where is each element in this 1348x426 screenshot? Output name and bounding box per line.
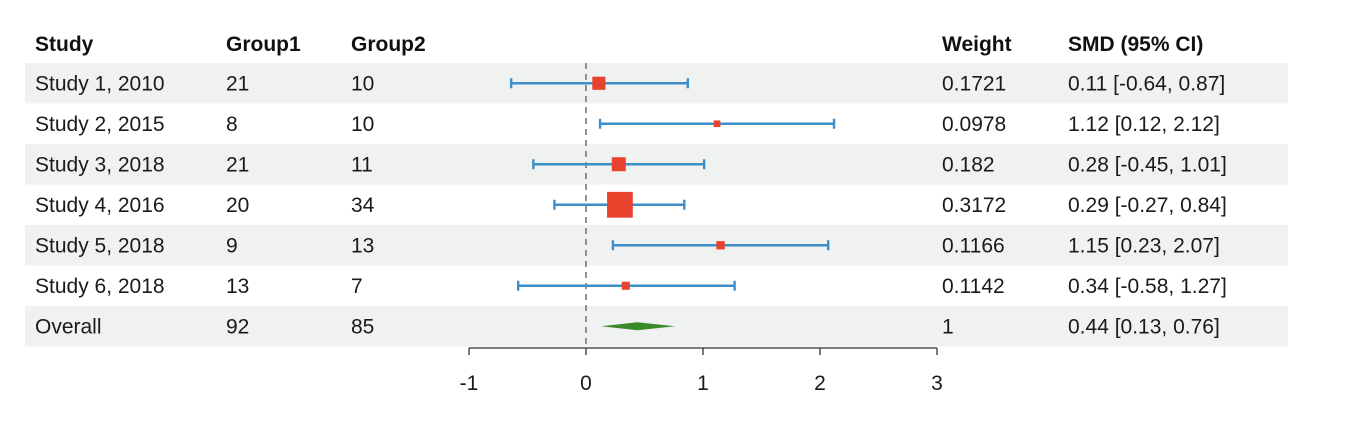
header-weight: Weight: [942, 33, 1012, 56]
cell-group1: 20: [226, 194, 249, 217]
cell-ci: 0.28 [-0.45, 1.01]: [1068, 153, 1227, 176]
header-group2: Group2: [351, 33, 426, 56]
cell-group1: 13: [226, 275, 249, 298]
header-study: Study: [35, 33, 94, 56]
cell-ci: 1.15 [0.23, 2.07]: [1068, 234, 1220, 257]
x-tick-label: 1: [697, 372, 709, 395]
point-estimate-square: [592, 76, 606, 90]
cell-group2: 11: [351, 153, 373, 176]
cell-group1: 8: [226, 113, 238, 136]
point-estimate-square: [611, 157, 626, 172]
header-group1: Group1: [226, 33, 301, 56]
table-cells: Study 1, 2010 21 10 0.1721 0.11 [-0.64, 0.87…: [35, 72, 1227, 338]
cell-ci: 0.11 [-0.64, 0.87]: [1068, 72, 1225, 95]
point-estimate-square: [716, 241, 725, 250]
column-headers: Study Group1 Group2 Weight SMD (95% CI): [35, 33, 1203, 56]
cell-ci: 0.29 [-0.27, 0.84]: [1068, 194, 1227, 217]
x-axis: -1 0 1 2 3: [460, 347, 943, 395]
cell-group2: 10: [351, 72, 374, 95]
x-tick-label: -1: [460, 372, 479, 395]
cell-group1: 21: [226, 153, 249, 176]
cell-weight: 1: [942, 315, 954, 338]
cell-weight: 0.1721: [942, 72, 1006, 95]
cell-study: Study 1, 2010: [35, 72, 165, 95]
cell-study: Study 4, 2016: [35, 194, 165, 217]
cell-group2: 13: [351, 234, 374, 257]
header-smd: SMD (95% CI): [1068, 33, 1203, 56]
cell-group2: 7: [351, 275, 363, 298]
x-tick-label: 2: [814, 372, 826, 395]
overall-diamond: [601, 322, 675, 331]
cell-group2: 10: [351, 113, 374, 136]
cell-ci: 0.44 [0.13, 0.76]: [1068, 315, 1220, 338]
cell-weight: 0.182: [942, 153, 995, 176]
cell-weight: 0.1166: [942, 234, 1005, 257]
point-estimate-square: [607, 191, 633, 218]
effect-marks: [509, 76, 836, 331]
cell-ci: 1.12 [0.12, 2.12]: [1068, 113, 1220, 136]
cell-study: Study 2, 2015: [35, 113, 165, 136]
cell-weight: 0.3172: [942, 194, 1006, 217]
cell-group1: 21: [226, 72, 249, 95]
cell-study: Overall: [35, 315, 102, 338]
cell-weight: 0.0978: [942, 113, 1006, 136]
cell-group2: 34: [351, 194, 375, 217]
cell-group1: 92: [226, 315, 249, 338]
cell-study: Study 5, 2018: [35, 234, 165, 257]
point-estimate-square: [713, 120, 721, 128]
cell-group2: 85: [351, 315, 374, 338]
cell-weight: 0.1142: [942, 275, 1005, 298]
cell-study: Study 3, 2018: [35, 153, 165, 176]
cell-group1: 9: [226, 234, 238, 257]
point-estimate-square: [621, 281, 630, 290]
cell-study: Study 6, 2018: [35, 275, 165, 298]
x-tick-label: 3: [931, 372, 943, 395]
cell-ci: 0.34 [-0.58, 1.27]: [1068, 275, 1227, 298]
x-tick-label: 0: [580, 372, 592, 395]
